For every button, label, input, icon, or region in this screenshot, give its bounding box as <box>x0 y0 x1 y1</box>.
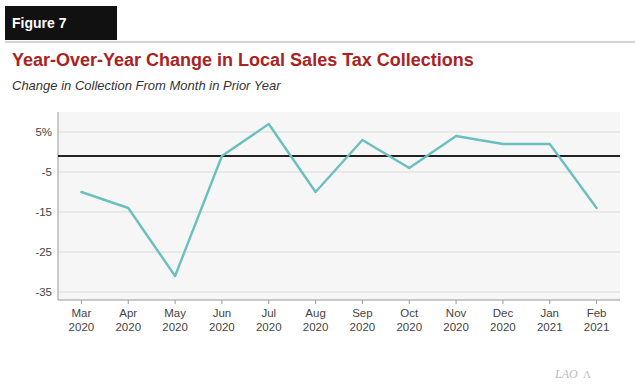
y-tick-label: -35 <box>35 286 52 298</box>
x-tick-label-line: 2020 <box>396 321 422 333</box>
x-tick-label: Apr 2020 <box>115 307 141 333</box>
x-tick-label: Oct 2020 <box>396 307 422 333</box>
watermark: LAO <box>554 367 578 381</box>
x-tick-label-line: 2020 <box>443 321 469 333</box>
x-tick-label: Nov 2020 <box>443 307 469 333</box>
x-tick <box>549 300 550 304</box>
x-tick-label-line: Feb <box>587 307 607 319</box>
grid-line <box>58 172 620 173</box>
x-tick-label-line: Aug <box>305 307 325 319</box>
x-tick-label-line: 2021 <box>584 321 610 333</box>
x-tick-label-line: 2020 <box>69 321 95 333</box>
x-tick-label: Mar 2020 <box>69 307 95 333</box>
subtitle: Change in Collection From Month in Prior… <box>12 78 281 93</box>
x-tick-label-line: 2020 <box>256 321 282 333</box>
x-tick <box>456 300 457 304</box>
x-tick <box>221 300 222 304</box>
data-line <box>81 124 596 276</box>
x-tick-label-line: Jun <box>213 307 232 319</box>
x-tick <box>268 300 269 304</box>
x-tick <box>502 300 503 304</box>
x-tick <box>175 300 176 304</box>
grid-line <box>58 132 620 133</box>
x-tick-label-line: Sep <box>352 307 372 319</box>
chart: Figure 7 Year-Over-Year Change in Local S… <box>0 0 640 388</box>
x-tick-label: Jan 2021 <box>537 307 563 333</box>
x-tick-label-line: Oct <box>400 307 419 319</box>
x-tick <box>315 300 316 304</box>
x-tick-label-line: Dec <box>493 307 514 319</box>
y-tick-label: 5% <box>35 126 52 138</box>
x-tick-label: Jul 2020 <box>256 307 282 333</box>
y-tick-label: -15 <box>35 206 52 218</box>
grid-line <box>58 212 620 213</box>
figure-label: Figure 7 <box>12 15 67 31</box>
x-tick-label-line: 2020 <box>162 321 188 333</box>
watermark-symbol: Λ <box>583 368 591 380</box>
reference-line <box>58 155 620 157</box>
x-tick <box>81 300 82 304</box>
x-tick <box>362 300 363 304</box>
x-tick-label: Feb 2021 <box>584 307 610 333</box>
x-tick-label-line: Jan <box>540 307 559 319</box>
x-tick-label-line: 2020 <box>115 321 141 333</box>
x-tick <box>596 300 597 304</box>
plot-background <box>58 112 620 300</box>
x-tick-label: Jun 2020 <box>209 307 235 333</box>
x-axis-line <box>58 300 620 301</box>
figure-label-box <box>5 6 117 40</box>
x-tick-label-line: Jul <box>261 307 276 319</box>
title: Year-Over-Year Change in Local Sales Tax… <box>12 50 474 70</box>
grid-line <box>58 292 620 293</box>
x-tick <box>409 300 410 304</box>
x-tick-label-line: 2020 <box>490 321 516 333</box>
x-tick-label-line: 2020 <box>303 321 329 333</box>
x-tick-label-line: 2021 <box>537 321 563 333</box>
x-tick-label: May 2020 <box>162 307 188 333</box>
x-tick-label: Aug 2020 <box>303 307 329 333</box>
x-tick-label-line: 2020 <box>209 321 235 333</box>
plot-marks <box>58 124 620 276</box>
x-tick-label: Sep 2020 <box>350 307 376 333</box>
x-tick-label: Dec 2020 <box>490 307 516 333</box>
y-axis-line <box>58 112 59 300</box>
x-tick-label-line: 2020 <box>350 321 376 333</box>
header-rule <box>5 42 635 43</box>
x-tick <box>128 300 129 304</box>
y-tick-label: -25 <box>35 246 52 258</box>
x-tick-label-line: May <box>164 307 186 319</box>
grid-line <box>58 252 620 253</box>
x-tick-label-line: Apr <box>119 307 137 319</box>
y-tick-label: -5 <box>42 166 52 178</box>
x-tick-label-line: Nov <box>446 307 467 319</box>
x-tick-label-line: Mar <box>72 307 92 319</box>
